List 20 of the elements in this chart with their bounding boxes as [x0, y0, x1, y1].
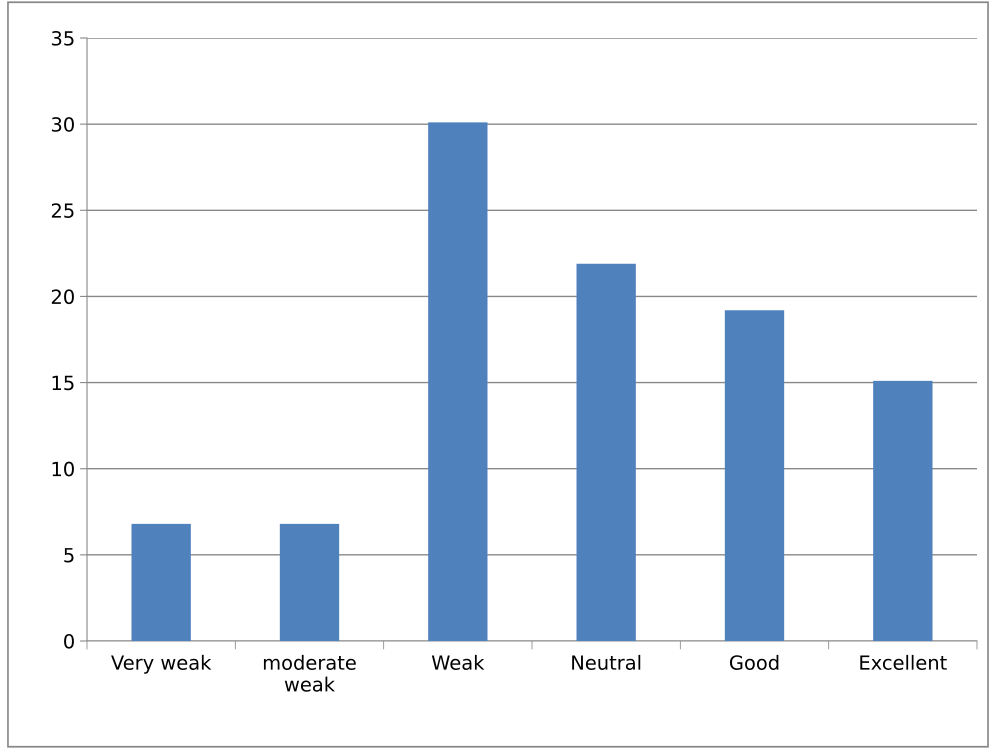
x-tick-label: moderate weak — [264, 654, 356, 692]
y-tick-label: 35 — [52, 30, 74, 46]
y-tick-label: 30 — [52, 117, 74, 132]
y-tick-label: 10 — [52, 462, 74, 476]
x-tick-label: Weak — [432, 654, 484, 670]
y-tick-label: 20 — [52, 289, 74, 304]
bar — [132, 524, 191, 641]
x-tick-label: Excellent — [860, 654, 947, 670]
y-tick-label: 15 — [52, 376, 74, 390]
x-tick-label: Very weak — [111, 654, 212, 674]
bar — [428, 122, 488, 641]
bar — [576, 264, 636, 641]
y-tick-label: 5 — [64, 548, 74, 563]
bar — [873, 380, 932, 641]
y-tick-label: 25 — [52, 203, 74, 218]
x-tick-label: Neutral — [572, 654, 640, 670]
bar — [724, 310, 784, 641]
y-tick-label: 0 — [64, 634, 74, 649]
bar — [280, 524, 340, 641]
x-tick-label: Good — [730, 654, 778, 670]
